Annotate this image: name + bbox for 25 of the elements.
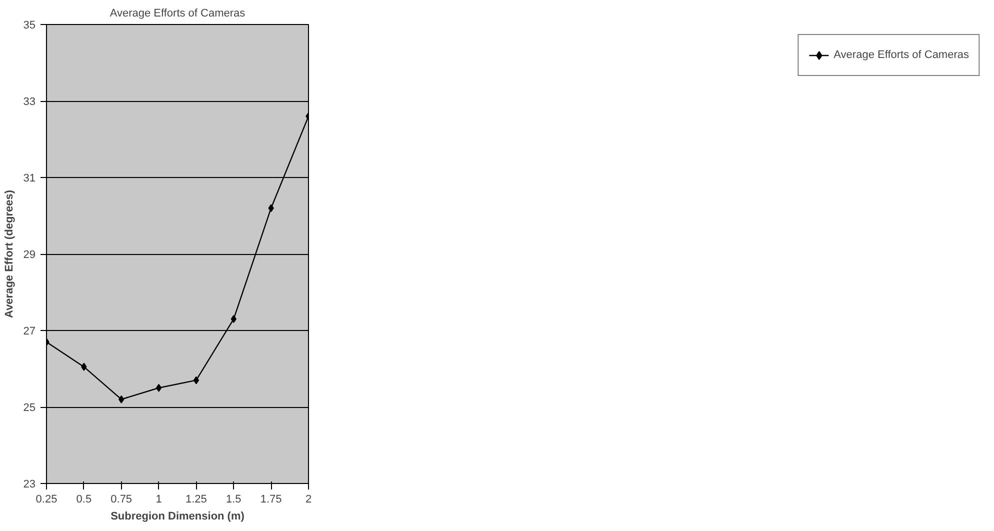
point [193, 376, 200, 384]
x-tick-label: 0.75 [110, 494, 132, 506]
y-tick-label: 35 [23, 20, 36, 32]
x-tick-label: 0.25 [36, 494, 58, 506]
x-tick-label: 1.25 [186, 494, 207, 506]
x-tick-label: 1.75 [260, 494, 282, 506]
x-tick-label: 1.5 [226, 494, 242, 506]
y-tick-label: 33 [23, 96, 36, 108]
point [268, 204, 274, 212]
x-axis-title: Subregion Dimension (m) [110, 510, 245, 522]
y-axis-title: Average Effort (degrees) [3, 190, 16, 318]
point [118, 395, 124, 404]
y-tick-label: 27 [23, 326, 36, 338]
y-tick-label: 31 [23, 172, 36, 184]
chart-title: Average Efforts of Cameras [110, 8, 246, 20]
point [81, 362, 87, 371]
y-tick-label: 29 [23, 249, 36, 261]
point [230, 315, 236, 324]
x-tick-label: 0.5 [76, 494, 92, 506]
y-tick-label: 23 [23, 478, 36, 490]
x-tick-label: 1 [156, 494, 162, 506]
legend-label: Average Efforts of Cameras [834, 49, 969, 61]
x-tick-label: 2 [305, 494, 312, 506]
y-tick-label: 25 [23, 402, 36, 414]
point [156, 384, 162, 392]
